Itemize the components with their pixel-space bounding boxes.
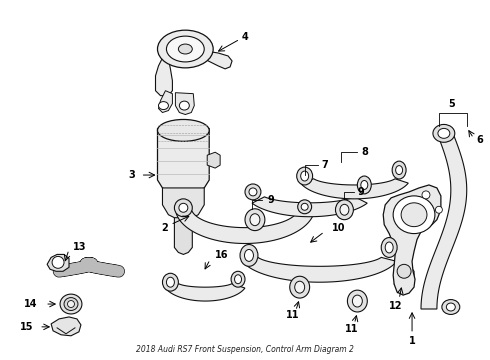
Polygon shape — [157, 129, 209, 195]
Ellipse shape — [179, 101, 189, 110]
Ellipse shape — [436, 206, 442, 213]
Ellipse shape — [401, 203, 427, 227]
Ellipse shape — [178, 44, 192, 54]
Polygon shape — [383, 185, 441, 295]
Ellipse shape — [64, 298, 78, 310]
Ellipse shape — [352, 295, 362, 307]
Ellipse shape — [381, 238, 397, 257]
Text: 8: 8 — [361, 147, 368, 157]
Ellipse shape — [290, 276, 310, 298]
Ellipse shape — [395, 166, 403, 175]
Text: 6: 6 — [477, 135, 484, 145]
Text: 15: 15 — [20, 322, 33, 332]
Text: 5: 5 — [448, 99, 455, 109]
Ellipse shape — [245, 209, 265, 231]
Ellipse shape — [392, 161, 406, 179]
Ellipse shape — [68, 301, 74, 307]
Polygon shape — [47, 255, 69, 271]
Ellipse shape — [167, 36, 204, 62]
Ellipse shape — [167, 277, 174, 287]
Polygon shape — [300, 179, 408, 199]
Ellipse shape — [446, 303, 455, 311]
Ellipse shape — [297, 167, 313, 185]
Polygon shape — [163, 188, 204, 221]
Ellipse shape — [357, 176, 371, 194]
Polygon shape — [252, 197, 367, 217]
Polygon shape — [174, 218, 192, 255]
Text: 1: 1 — [409, 336, 416, 346]
Text: 10: 10 — [332, 222, 345, 233]
Polygon shape — [176, 211, 314, 243]
Ellipse shape — [245, 249, 253, 261]
Polygon shape — [166, 284, 245, 301]
Text: 2018 Audi RS7 Front Suspension, Control Arm Diagram 2: 2018 Audi RS7 Front Suspension, Control … — [136, 345, 354, 354]
Polygon shape — [155, 56, 172, 96]
Text: 16: 16 — [215, 251, 229, 260]
Polygon shape — [158, 91, 172, 113]
Ellipse shape — [245, 184, 261, 200]
Text: 11: 11 — [286, 310, 299, 320]
Ellipse shape — [250, 214, 260, 226]
Text: 11: 11 — [344, 324, 358, 334]
Ellipse shape — [347, 290, 368, 312]
Ellipse shape — [340, 204, 349, 215]
Text: 4: 4 — [242, 32, 248, 42]
Ellipse shape — [249, 188, 257, 196]
Ellipse shape — [438, 129, 450, 138]
Polygon shape — [203, 51, 232, 69]
Polygon shape — [207, 152, 220, 168]
Text: 14: 14 — [24, 299, 37, 309]
Polygon shape — [394, 267, 414, 287]
Ellipse shape — [301, 171, 309, 181]
Text: 9: 9 — [268, 195, 274, 205]
Text: 3: 3 — [128, 170, 135, 180]
Text: 13: 13 — [73, 243, 86, 252]
Ellipse shape — [60, 294, 82, 314]
Polygon shape — [243, 257, 396, 282]
Ellipse shape — [422, 191, 430, 199]
Ellipse shape — [240, 244, 258, 266]
Polygon shape — [421, 130, 467, 309]
Ellipse shape — [442, 300, 460, 314]
Ellipse shape — [361, 180, 368, 189]
Ellipse shape — [231, 271, 245, 287]
Ellipse shape — [294, 281, 305, 293]
Ellipse shape — [336, 200, 353, 220]
Ellipse shape — [52, 256, 64, 268]
Ellipse shape — [157, 120, 209, 141]
Ellipse shape — [158, 102, 169, 109]
Ellipse shape — [433, 125, 455, 142]
Ellipse shape — [298, 200, 312, 214]
Ellipse shape — [174, 199, 192, 217]
Polygon shape — [51, 317, 81, 336]
Text: 7: 7 — [321, 160, 328, 170]
Ellipse shape — [397, 264, 411, 278]
Ellipse shape — [163, 273, 178, 291]
Ellipse shape — [301, 203, 308, 210]
Text: 9: 9 — [357, 187, 364, 197]
Ellipse shape — [393, 196, 435, 234]
Ellipse shape — [157, 30, 213, 68]
Ellipse shape — [385, 242, 393, 253]
Polygon shape — [175, 93, 195, 114]
Ellipse shape — [179, 203, 188, 212]
Text: 12: 12 — [390, 301, 403, 311]
Ellipse shape — [235, 275, 242, 284]
Text: 2: 2 — [161, 222, 168, 233]
